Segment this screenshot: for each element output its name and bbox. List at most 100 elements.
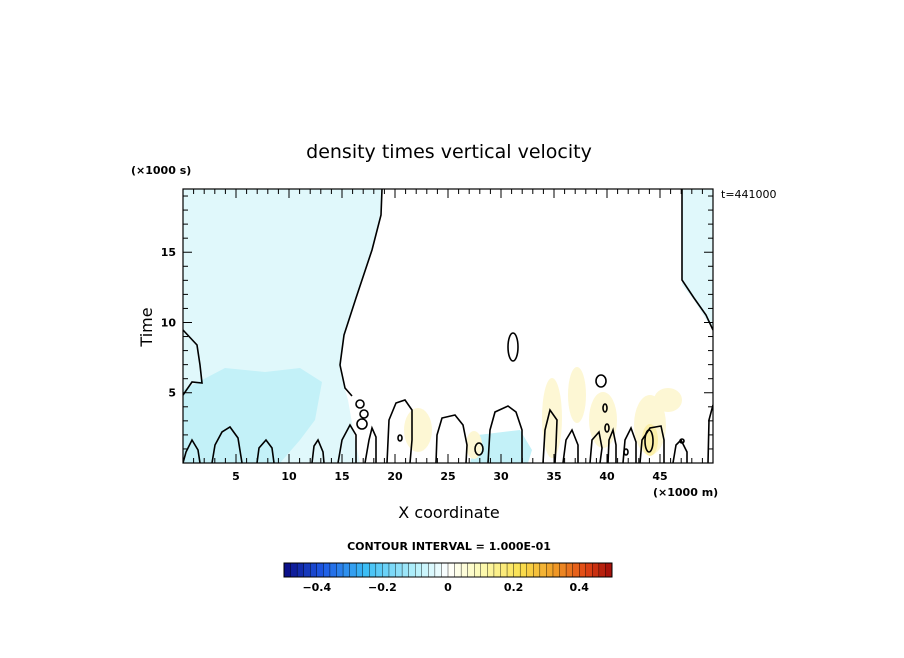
colorbar-tick-label-3: 0.2 [504,581,524,594]
colorbar-cell-30 [480,562,488,578]
contour-loop-11 [679,438,685,444]
colorbar-cell-24 [441,562,449,578]
colorbar-cell-43 [565,562,574,578]
x-tick-label-10: 10 [281,470,297,483]
colorbar-cell-48 [598,562,606,578]
colorbar-tick-label-2: 0 [444,581,452,594]
colorbar-cell-38 [533,562,541,578]
x-tick-label-40: 40 [599,470,615,483]
y-unit-label: (×1000 s) [131,164,191,177]
colorbar-cell-46 [585,562,593,578]
colorbar-tick-label-4: 0.4 [569,581,589,594]
contour-line-0 [339,189,383,397]
pos-blob-4 [589,392,617,448]
colorbar-cell-6 [323,562,331,578]
colorbar-cell-18 [401,562,410,578]
colorbar-cell-17 [395,562,403,578]
contour-loop-9 [397,434,403,442]
contour-line-1 [681,189,713,331]
colorbar-cell-19 [408,562,416,578]
y-axis-label: Time [137,307,156,347]
colorbar-cell-40 [546,562,554,578]
contour-line-19 [707,404,713,463]
contour-line-15 [607,427,617,463]
neg-blob-center [470,430,532,463]
x-tick-label-35: 35 [546,470,561,483]
colorbar-cell-26 [454,562,462,578]
x-tick-label-20: 20 [387,470,403,483]
contour-line-18 [672,438,688,463]
colorbar-cell-15 [382,562,390,578]
colorbar-cell-27 [460,562,469,578]
colorbar-cell-10 [349,562,357,578]
contour-line-16 [622,425,637,463]
chart-title: density times vertical velocity [306,141,592,163]
contour-line-17 [639,425,665,463]
x-unit-label: (×1000 m) [653,486,718,499]
colorbar-tick-label-0: −0.4 [302,581,331,594]
contour-loop-5 [474,442,484,456]
contour-line-7 [337,423,357,463]
colorbar-cell-35 [513,562,521,578]
contour-loop-4 [355,399,365,409]
colorbar-cell-33 [500,562,508,578]
colorbar-cell-39 [539,562,547,578]
colorbar-cell-36 [519,562,528,578]
colorbar-cell-42 [559,562,567,578]
axis-ticks [183,189,713,463]
colorbar-cell-32 [493,562,501,578]
pos-blob-3 [568,367,586,423]
colorbar-cell-23 [434,562,442,578]
x-tick-label-25: 25 [440,470,455,483]
contour-loop-2 [356,418,368,430]
y-tick-label-15: 15 [161,246,176,259]
contour-lines [183,189,713,463]
colorbar-cell-31 [487,562,495,578]
colorbar-cell-49 [605,562,613,578]
plot-area: 5 10 15 20 25 30 35 40 45 5 10 15 [161,188,714,483]
contour-loop-10 [623,448,629,456]
neg-region-right [682,189,713,330]
pos-blob-1 [466,431,482,459]
colorbar-cell-13 [369,562,377,578]
colorbar-cell-7 [329,562,337,578]
colorbar-cell-44 [572,562,580,578]
contour-loop-8 [604,423,610,433]
x-tick-label-45: 45 [652,470,667,483]
contour-line-13 [562,428,579,463]
colorbar-cell-2 [296,562,305,578]
colorbar-cell-47 [592,562,600,578]
x-tick-label-30: 30 [493,470,509,483]
colorbar-frame [283,562,613,578]
colorbar-cell-5 [316,562,324,578]
colorbar-cell-9 [342,562,351,578]
colorbar-cell-3 [303,562,311,578]
colorbar-cell-0 [283,562,292,578]
colorbar-cell-20 [415,562,423,578]
colorbar-cell-11 [355,562,364,578]
colorbar-cell-29 [474,562,482,578]
x-tick-label-5: 5 [232,470,240,483]
colorbar-cell-34 [506,562,515,578]
contour-loop-3 [359,409,369,419]
contour-loop-1 [595,374,607,388]
colorbar-cell-41 [552,562,561,578]
contour-loop-6 [644,429,654,453]
colorbar-tick-label-1: −0.2 [368,581,397,594]
contour-line-14 [589,430,603,463]
colorbar-cell-14 [375,562,383,578]
contour-line-8 [364,425,377,463]
x-tick-label-15: 15 [334,470,349,483]
time-stamp: t=441000 [721,188,777,201]
contour-line-10 [435,414,468,463]
colorbar-cell-1 [290,562,298,578]
colorbar-cell-25 [447,562,456,578]
colorbar-cell-8 [336,562,344,578]
colorbar-cell-12 [362,562,370,578]
pos-blob-6 [654,388,682,412]
contour-line-11 [487,405,523,463]
colorbar-cell-37 [526,562,534,578]
contour-line-12 [542,408,558,463]
